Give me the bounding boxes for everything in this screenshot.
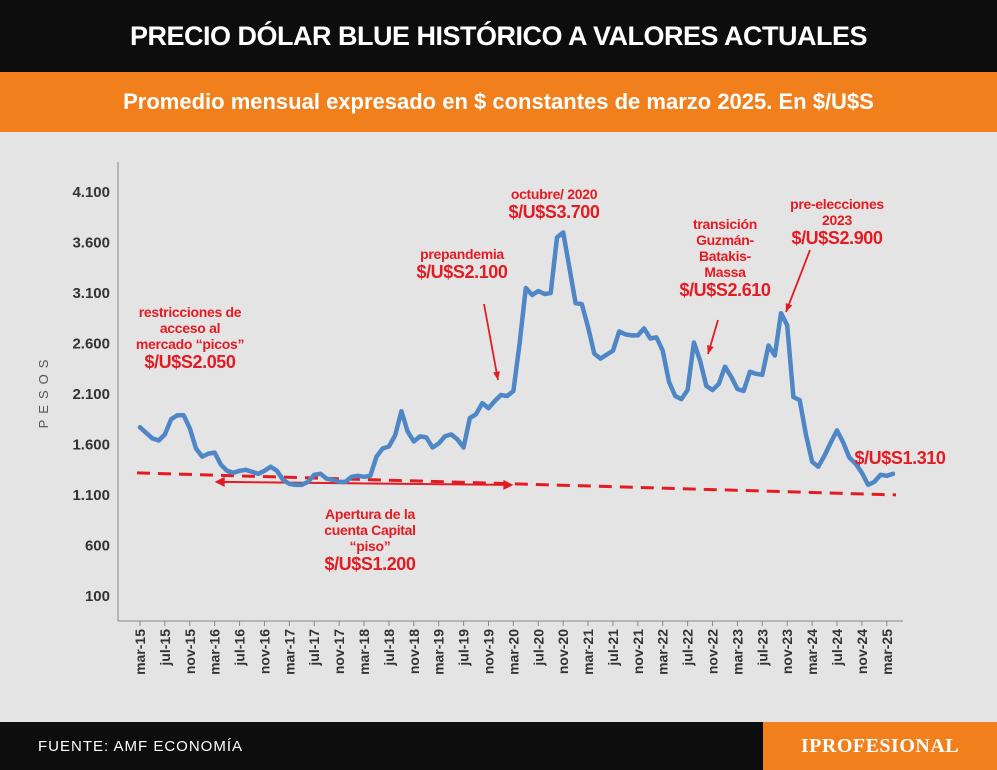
x-tick-label: nov-18 xyxy=(406,629,422,674)
annotation-text: Batakis- xyxy=(699,248,752,264)
apertura-arrow-head-left xyxy=(214,476,225,487)
annotation-text: acceso al xyxy=(160,320,220,336)
chart-subtitle: Promedio mensual expresado en $ constant… xyxy=(0,72,997,132)
pre-elecciones-arrow-head xyxy=(785,303,793,312)
y-tick-label: 1.100 xyxy=(72,487,110,504)
x-tick-label: mar-23 xyxy=(729,629,745,675)
x-tick-label: mar-15 xyxy=(132,629,148,675)
floor-dashed-line xyxy=(136,471,897,497)
line-chart: 100 600 1.100 1.600 2.100 2.600 3.100 3.600 4.10… xyxy=(36,162,946,675)
x-tick-label: nov-17 xyxy=(331,629,347,674)
annotation-text: mercado “picos” xyxy=(136,336,244,352)
x-tick-label: jul-20 xyxy=(530,629,546,667)
x-tick-label: jul-21 xyxy=(605,629,621,667)
y-tick-label: 2.100 xyxy=(72,386,110,403)
transicion-arrow-head xyxy=(706,345,714,354)
apertura-arrow-line xyxy=(220,480,508,486)
annotation-value-label: $/U$S1.310 xyxy=(854,448,945,468)
series-line-dolar-blue xyxy=(137,230,896,488)
x-tick-label: jul-17 xyxy=(306,629,322,667)
x-tick-label: nov-20 xyxy=(555,629,571,674)
y-tick-label: 100 xyxy=(85,588,110,605)
annotation-text: prepandemia xyxy=(420,246,504,262)
x-tick-label: mar-20 xyxy=(505,629,521,675)
x-tick-label: nov-15 xyxy=(182,629,198,674)
y-tick-label: 3.600 xyxy=(72,235,110,252)
annotation-value-label: $/U$S2.610 xyxy=(679,280,770,300)
x-tick-label: mar-25 xyxy=(879,629,895,675)
annotation-value-label: $/U$S1.200 xyxy=(324,554,415,574)
x-tick-label: nov-24 xyxy=(854,629,870,674)
x-tick-label: jul-19 xyxy=(456,629,472,667)
x-tick-label: mar-22 xyxy=(655,629,671,675)
prepandemia-arrow-head xyxy=(493,371,500,380)
y-tick-label: 2.600 xyxy=(72,336,110,353)
x-tick-label: mar-21 xyxy=(580,629,596,675)
chart-area: 100 600 1.100 1.600 2.100 2.600 3.100 3.600 4.10… xyxy=(0,132,997,722)
x-tick-label: jul-18 xyxy=(381,629,397,667)
annotation-text: Massa xyxy=(704,264,746,280)
footer: FUENTE: AMF ECONOMÍA IPROFESIONAL xyxy=(0,722,997,770)
x-tick-label: mar-16 xyxy=(207,629,223,675)
x-tick-label: mar-24 xyxy=(804,629,820,675)
x-tick-label: mar-18 xyxy=(356,629,372,675)
annotation-text: pre-elecciones xyxy=(790,196,884,212)
y-tick-label: 1.600 xyxy=(72,437,110,454)
annotation-text: restricciones de xyxy=(139,304,242,320)
y-tick-label: 3.100 xyxy=(72,285,110,302)
x-tick-label: jul-22 xyxy=(680,629,696,667)
source-note: FUENTE: AMF ECONOMÍA xyxy=(38,737,244,755)
y-tick-label: 600 xyxy=(85,538,110,555)
x-tick-label: jul-24 xyxy=(829,629,845,667)
annotation-text: transición xyxy=(693,216,757,232)
y-tick-label: 4.100 xyxy=(72,184,110,201)
annotation-text: Guzmán- xyxy=(696,232,754,248)
x-tick-label: nov-21 xyxy=(630,629,646,674)
annotation-value-label: $/U$S2.900 xyxy=(791,228,882,248)
chart-title: PRECIO DÓLAR BLUE HISTÓRICO A VALORES AC… xyxy=(0,0,997,72)
x-tick-label: nov-23 xyxy=(779,629,795,674)
apertura-arrow-head-right xyxy=(503,479,514,490)
annotation-value-label: $/U$S2.100 xyxy=(416,262,507,282)
annotation-value-label: $/U$S2.050 xyxy=(144,352,235,372)
x-tick-label: nov-22 xyxy=(705,629,721,674)
annotation-text: 2023 xyxy=(822,212,852,228)
x-tick-label: jul-16 xyxy=(232,629,248,667)
annotation-text: “piso” xyxy=(350,538,391,554)
annotation-text: cuenta Capital xyxy=(324,522,416,538)
annotation-value-label: $/U$S3.700 xyxy=(508,202,599,222)
annotation-text: Apertura de la xyxy=(325,506,415,522)
prepandemia-arrow xyxy=(483,303,499,381)
brand-logo: IPROFESIONAL xyxy=(763,722,997,770)
x-tick-label: nov-19 xyxy=(480,629,496,674)
x-tick-label: jul-15 xyxy=(157,629,173,667)
annotation-text: octubre/ 2020 xyxy=(511,186,598,202)
pre-elecciones-arrow xyxy=(785,249,811,313)
x-tick-label: jul-23 xyxy=(754,629,770,667)
y-axis-label: PESOS xyxy=(36,354,51,429)
x-tick-label: mar-17 xyxy=(281,629,297,675)
x-tick-label: mar-19 xyxy=(431,629,447,675)
x-tick-label: nov-16 xyxy=(256,629,272,674)
